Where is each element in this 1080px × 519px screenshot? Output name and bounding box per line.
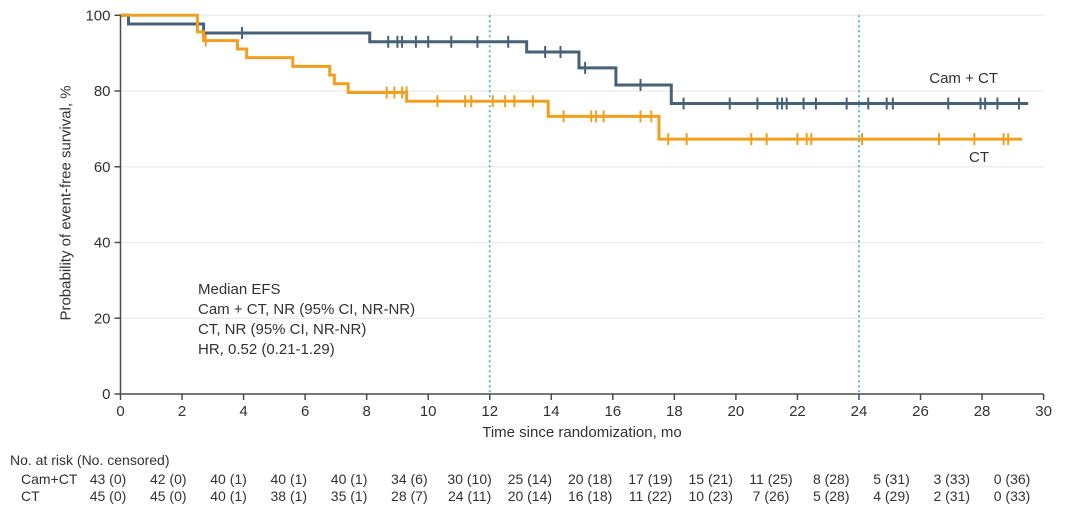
annotation-line-median-efs: Median EFS	[198, 281, 281, 298]
y-axis-title: Probability of event-free survival, %	[57, 85, 75, 321]
risk-cell-camct-m10: 34 (6)	[391, 471, 428, 487]
annotation-line-hazard-ratio: HR, 0.52 (0.21-1.29)	[198, 341, 335, 358]
risk-cell-camct-m4: 40 (1)	[210, 471, 247, 487]
x-tick-label-16: 16	[604, 403, 621, 420]
risk-cell-camct-m16: 20 (18)	[567, 471, 613, 487]
risk-cell-ct-m8: 35 (1)	[330, 488, 368, 504]
x-tick-label-20: 20	[728, 403, 745, 420]
risk-cell-camct-m2: 42 (0)	[149, 471, 187, 487]
risk-cell-camct-m28: 3 (33)	[933, 471, 971, 487]
y-tick-label-0: 0	[102, 386, 110, 403]
x-tick-label-2: 2	[178, 403, 186, 420]
risk-cell-ct-m14: 20 (14)	[507, 488, 553, 504]
x-tick-label-26: 26	[912, 403, 929, 420]
risk-cell-ct-m4: 40 (1)	[210, 488, 247, 504]
risk-cell-camct-m22: 11 (25)	[749, 471, 793, 487]
risk-cell-ct-m10: 28 (7)	[391, 488, 428, 504]
risk-cell-ct-m6: 38 (1)	[270, 488, 308, 504]
x-tick-label-14: 14	[543, 403, 560, 420]
x-tick-label-6: 6	[301, 403, 309, 420]
risk-cell-camct-m0: 43 (0)	[89, 471, 127, 487]
y-tick-label-80: 80	[94, 83, 111, 100]
y-tick-label-100: 100	[85, 7, 110, 24]
y-tick-label-20: 20	[94, 310, 111, 327]
risk-cell-ct-m12: 24 (11)	[447, 488, 492, 504]
annotation-line-ct-ci: CT, NR (95% CI, NR-NR)	[198, 321, 367, 338]
risk-cell-ct-m26: 4 (29)	[873, 488, 910, 504]
x-tick-label-28: 28	[974, 403, 991, 420]
y-tick-label-40: 40	[94, 235, 111, 252]
y-tick-label-60: 60	[94, 159, 111, 176]
risk-cell-camct-m6: 40 (1)	[270, 471, 308, 487]
risk-cell-camct-m14: 25 (14)	[507, 471, 553, 487]
x-tick-label-4: 4	[239, 403, 247, 420]
median-efs-annotation: Median EFS Cam + CT, NR (95% CI, NR-NR) …	[198, 280, 415, 360]
x-axis-title: Time since randomization, mo	[482, 424, 682, 441]
km-curve-ct	[120, 13, 1023, 141]
km-curve-cam-ct	[120, 13, 1029, 105]
risk-cell-camct-m12: 30 (10)	[447, 471, 492, 487]
risk-row-label-cam-ct: Cam+CT	[21, 471, 78, 487]
risk-cell-camct-m8: 40 (1)	[330, 471, 368, 487]
risk-cell-ct-m2: 45 (0)	[149, 488, 187, 504]
risk-cell-camct-m24: 8 (28)	[812, 471, 850, 487]
risk-table-header: No. at risk (No. censored)	[10, 452, 170, 468]
x-tick-label-30: 30	[1035, 403, 1052, 420]
risk-cell-ct-m28: 2 (31)	[933, 488, 971, 504]
risk-cell-camct-m18: 17 (19)	[628, 471, 673, 487]
annotation-line-camct-ci: Cam + CT, NR (95% CI, NR-NR)	[198, 301, 416, 318]
risk-cell-ct-m18: 11 (22)	[628, 488, 673, 504]
x-tick-label-18: 18	[666, 403, 683, 420]
risk-cell-ct-m0: 45 (0)	[89, 488, 127, 504]
risk-cell-ct-m16: 16 (18)	[567, 488, 613, 504]
x-tick-label-24: 24	[851, 403, 868, 420]
x-tick-label-8: 8	[362, 403, 370, 420]
risk-cell-camct-m26: 5 (31)	[873, 471, 910, 487]
risk-cell-camct-m20: 15 (21)	[688, 471, 733, 487]
curve-label-cam-ct: Cam + CT	[929, 70, 998, 87]
x-tick-label-22: 22	[789, 403, 806, 420]
risk-cell-ct-m30: 0 (33)	[993, 488, 1031, 504]
risk-cell-camct-m30: 0 (36)	[993, 471, 1031, 487]
x-tick-label-12: 12	[481, 403, 498, 420]
curve-label-ct: CT	[969, 149, 989, 166]
x-tick-label-10: 10	[420, 403, 437, 420]
risk-row-label-ct: CT	[21, 488, 40, 504]
risk-cell-ct-m20: 10 (23)	[688, 488, 733, 504]
x-tick-label-0: 0	[116, 403, 124, 420]
risk-cell-ct-m24: 5 (28)	[812, 488, 850, 504]
risk-cell-ct-m22: 7 (26)	[752, 488, 790, 504]
